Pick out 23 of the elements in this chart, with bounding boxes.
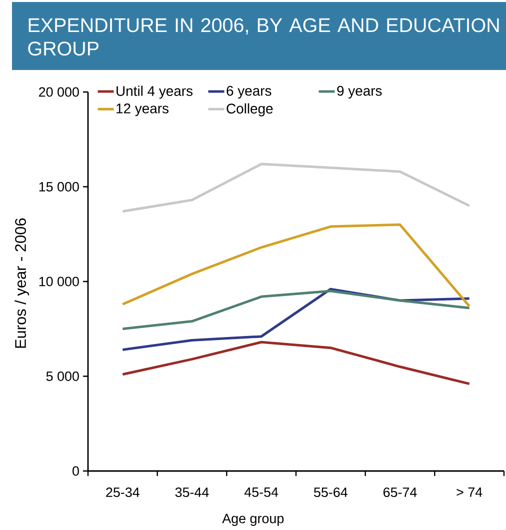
y-tick-label: 5 000 bbox=[46, 371, 79, 382]
line-series bbox=[121, 290, 471, 330]
y-tick-label: 10 000 bbox=[39, 276, 79, 286]
x-tick-label: 35-44 bbox=[175, 488, 209, 498]
legend-label: 9 years bbox=[337, 86, 382, 99]
x-tick-label: > 74 bbox=[456, 488, 482, 497]
chart-title: EXPENDITURE IN 2006, BY AGE AND EDUCATION GROUP bbox=[28, 18, 499, 56]
y-tick-label: 20 000 bbox=[39, 87, 79, 97]
x-tick-label: 65-74 bbox=[383, 488, 417, 498]
x-tick-label: 25-34 bbox=[106, 488, 140, 498]
y-axis-title: Euros / year - 2006 bbox=[14, 218, 30, 348]
legend-label: 6 years bbox=[226, 86, 272, 99]
x-tick-label: 45-54 bbox=[244, 488, 278, 497]
legend-label: 12 years bbox=[116, 103, 168, 116]
line-series bbox=[121, 223, 471, 308]
x-axis-title: Age group bbox=[222, 514, 284, 526]
x-tick-label: 55-64 bbox=[314, 488, 348, 498]
line-series bbox=[121, 340, 471, 386]
y-tick-label: 15 000 bbox=[39, 182, 79, 192]
legend-label: Until 4 years bbox=[116, 86, 193, 99]
y-tick-label: 0 bbox=[72, 466, 79, 476]
line-series bbox=[121, 162, 471, 213]
legend-label: College bbox=[226, 103, 273, 116]
